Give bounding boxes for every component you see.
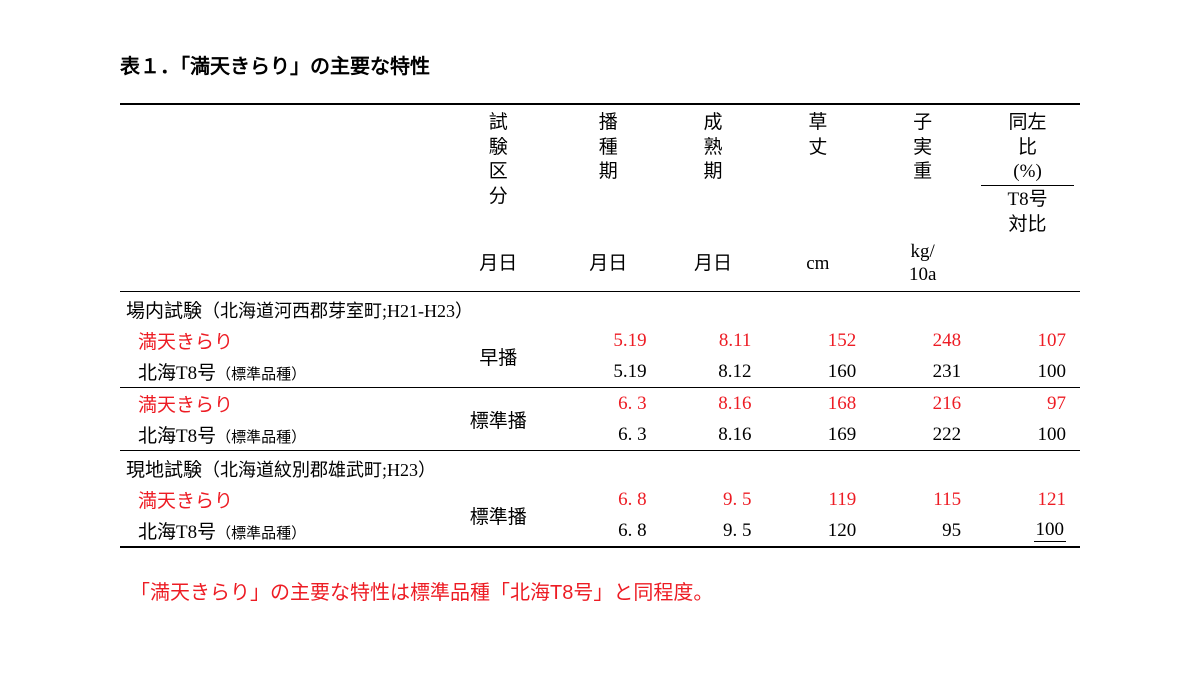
header-seijuku: 成熟期: [661, 104, 766, 239]
header-hashu: 播種期: [556, 104, 661, 239]
row-6-seijuku: 9. 5: [661, 515, 766, 547]
row-1-shimi: 248: [870, 325, 975, 356]
unit-kusa: cm: [765, 239, 870, 291]
row-4-shimi: 222: [870, 419, 975, 451]
row-5-shimi: 115: [870, 484, 975, 515]
row-2-seijuku: 8.12: [661, 356, 766, 388]
row-4-ratio: 100: [975, 419, 1080, 451]
row-5-seijuku: 9. 5: [661, 484, 766, 515]
row-1-seijuku: 8.11: [661, 325, 766, 356]
unit-seijuku: 月日: [661, 239, 766, 291]
row-1-ratio: 107: [975, 325, 1080, 356]
row-4-name: 北海T8号（標準品種）: [120, 419, 441, 451]
row-6-name: 北海T8号（標準品種）: [120, 515, 441, 547]
row-4-hashu: 6. 3: [556, 419, 661, 451]
row-1-hashu: 5.19: [556, 325, 661, 356]
unit-kubun: 月日: [441, 239, 556, 291]
footnote: 「満天きらり」の主要な特性は標準品種「北海T8号」と同程度。: [130, 576, 1080, 605]
row-2-hashu: 5.19: [556, 356, 661, 388]
unit-ratio: [975, 239, 1080, 291]
row-5-name: 満天きらり: [120, 484, 441, 515]
row-5-kubun: 標準播: [441, 484, 556, 547]
row-3-hashu: 6. 3: [556, 388, 661, 420]
header-kubun: 試験区分: [441, 104, 556, 239]
characteristics-table: 試験区分 播種期 成熟期 草丈 子実重 同左比(%)T8号対比 月日 月日 月日…: [120, 103, 1080, 548]
row-6-hashu: 6. 8: [556, 515, 661, 547]
header-ratio: 同左比(%)T8号対比: [975, 104, 1080, 239]
row-3-ratio: 97: [975, 388, 1080, 420]
row-1-name: 満天きらり: [120, 325, 441, 356]
row-3-name: 満天きらり: [120, 388, 441, 420]
row-6-shimi: 95: [870, 515, 975, 547]
row-4-seijuku: 8.16: [661, 419, 766, 451]
header-shimi: 子実重: [870, 104, 975, 239]
row-3-kubun: 標準播: [441, 388, 556, 451]
unit-shimi: kg/10a: [870, 239, 975, 291]
header-kusa: 草丈: [765, 104, 870, 239]
unit-spacer: [120, 239, 441, 291]
section-2-header: 現地試験（北海道紋別郡雄武町;H23）: [120, 451, 1080, 485]
row-2-kusa: 160: [765, 356, 870, 388]
row-3-seijuku: 8.16: [661, 388, 766, 420]
row-4-kusa: 169: [765, 419, 870, 451]
table-title: 表１．「満天きらり」の主要な特性: [120, 50, 1080, 79]
row-2-shimi: 231: [870, 356, 975, 388]
row-1-kusa: 152: [765, 325, 870, 356]
section-1-header: 場内試験（北海道河西郡芽室町;H21-H23）: [120, 292, 1080, 326]
row-5-kusa: 119: [765, 484, 870, 515]
unit-hashu: 月日: [556, 239, 661, 291]
row-1-kubun: 早播: [441, 325, 556, 388]
header-spacer: [120, 104, 441, 239]
row-5-hashu: 6. 8: [556, 484, 661, 515]
row-6-ratio: 100: [975, 515, 1080, 547]
row-6-kusa: 120: [765, 515, 870, 547]
row-2-name: 北海T8号（標準品種）: [120, 356, 441, 388]
row-5-ratio: 121: [975, 484, 1080, 515]
row-3-shimi: 216: [870, 388, 975, 420]
row-3-kusa: 168: [765, 388, 870, 420]
row-2-ratio: 100: [975, 356, 1080, 388]
